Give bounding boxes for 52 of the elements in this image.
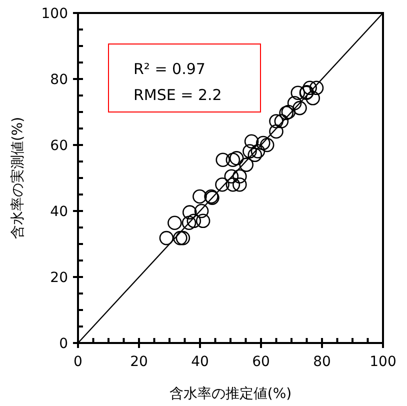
point [292,100,307,116]
point [173,230,188,246]
point [309,80,324,96]
point [260,138,274,152]
x-tick-label: 20 [130,354,148,370]
point [216,152,230,167]
point [176,230,190,246]
point [186,214,202,228]
point [279,106,294,120]
y-tick-label: 0 [59,336,68,352]
y-tick-label: 40 [50,204,68,220]
point [302,80,317,96]
x-tick-label: 40 [191,354,209,370]
point [182,216,196,230]
point [232,169,247,184]
x-tick-label: 0 [74,354,82,370]
y-tick-label: 60 [50,138,68,154]
point [242,144,257,158]
point [306,90,320,106]
x-tick-label: 80 [313,354,331,370]
point [194,204,209,218]
point [250,144,266,158]
point [290,86,306,100]
point [168,216,182,230]
annotation: RMSE = 2.2 [134,86,222,104]
x-tick-label: 60 [252,354,270,370]
point [244,134,259,149]
annotation: R² = 0.97 [134,60,206,78]
point [229,151,244,166]
point [182,205,197,220]
point [269,124,284,139]
point [232,177,247,192]
point [248,148,262,162]
y-tick-label: 20 [50,270,68,286]
point [226,152,240,167]
point [256,136,270,150]
point [269,114,284,128]
point [224,169,239,184]
x-axis-title: 含水率の推定値(%) [169,386,292,402]
point [196,214,210,228]
point [192,189,207,204]
point [281,104,296,120]
point [215,177,230,192]
y-tick-label: 100 [41,6,68,22]
y-tick-label: 80 [50,72,68,88]
point [287,96,302,110]
x-tick-label: 100 [370,354,396,370]
y-axis-title: 含水率の実測値(%) [10,116,26,240]
point [274,114,289,128]
point [159,230,174,246]
point [239,158,254,172]
point [226,177,240,192]
